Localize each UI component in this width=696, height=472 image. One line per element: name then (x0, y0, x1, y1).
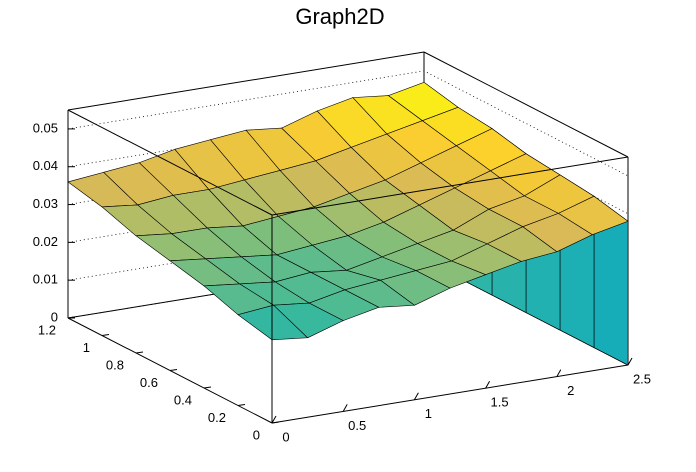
x-tick (271, 415, 277, 424)
x-tick (485, 380, 491, 389)
y-tick (67, 316, 76, 319)
y-tick-label: 0.6 (140, 375, 158, 390)
z-tick-label: 0 (51, 309, 58, 324)
y-tick (271, 421, 280, 424)
z-tick-label: 0.03 (33, 196, 58, 211)
box-edge (67, 109, 273, 216)
surface-cell (237, 304, 309, 341)
box-edge (423, 51, 629, 158)
y-tick-label: 0.4 (174, 392, 192, 407)
y-tick (237, 404, 246, 406)
box-edge (67, 51, 425, 111)
box-edge (271, 364, 629, 424)
y-tick-label: 0.2 (208, 410, 226, 425)
z-tick-label: 0.01 (33, 272, 58, 287)
z-tick-label: 0.05 (33, 120, 58, 135)
x-tick-label: 1 (425, 406, 432, 421)
x-tick-label: 2 (567, 383, 574, 398)
chart-title: Graph2D (295, 4, 384, 29)
x-tick (556, 369, 562, 377)
box-edge (271, 156, 629, 216)
y-tick-label: 0.8 (106, 357, 124, 372)
y-tick-label: 1 (83, 340, 90, 355)
x-tick-label: 2.5 (633, 371, 651, 386)
x-tick (627, 357, 633, 366)
y-tick (169, 369, 178, 371)
z-tick-label: 0.02 (33, 234, 58, 249)
grid-line (67, 70, 629, 177)
x-tick-label: 1.5 (491, 395, 509, 410)
y-tick (135, 351, 144, 354)
x-tick-label: 0.5 (348, 418, 366, 433)
y-tick (101, 334, 110, 336)
y-tick (203, 386, 212, 389)
z-tick-label: 0.04 (33, 158, 58, 173)
x-tick (413, 392, 419, 401)
y-tick-label: 1.2 (38, 322, 56, 337)
x-tick (342, 404, 348, 412)
y-tick-label: 0 (253, 427, 260, 442)
x-tick-label: 0 (282, 429, 289, 444)
